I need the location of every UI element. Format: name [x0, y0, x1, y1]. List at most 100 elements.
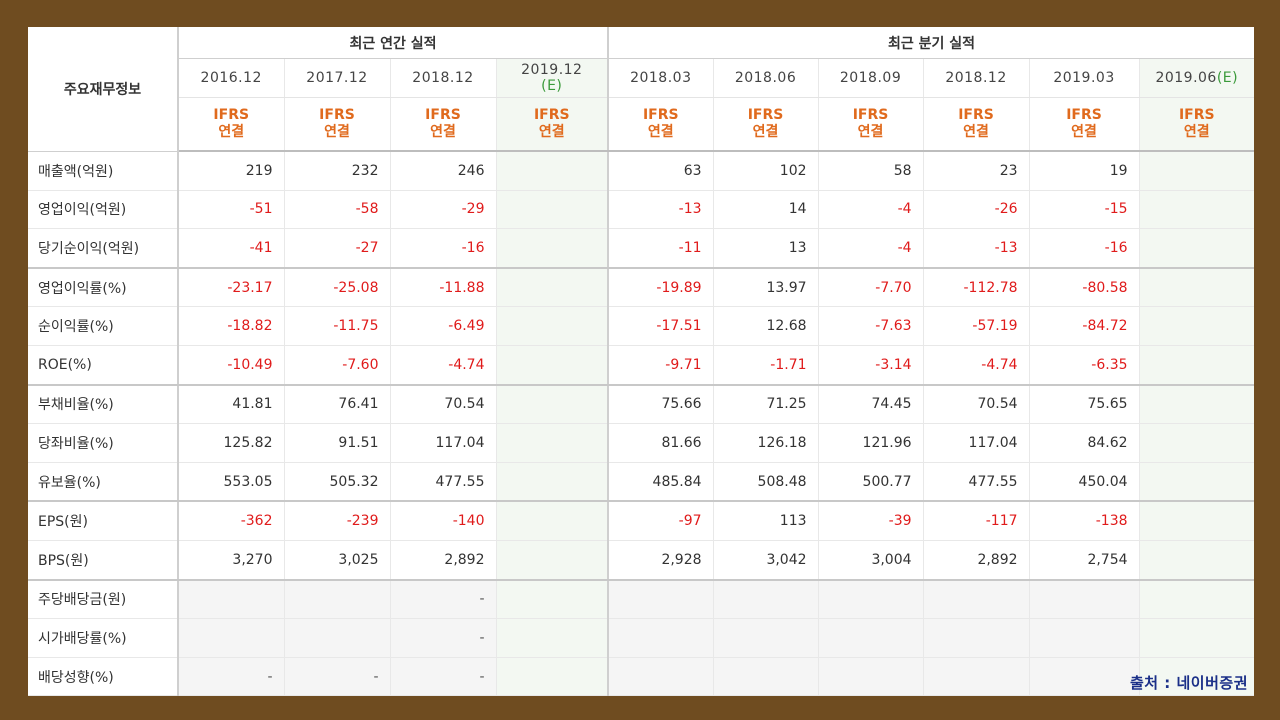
table-cell: 121.96	[818, 423, 924, 463]
financial-summary-panel: 주요재무정보 최근 연간 실적 최근 분기 실적 2016.12 2017.12 2…	[28, 27, 1255, 697]
table-cell: 23	[923, 151, 1030, 191]
consolidated-label: 연결	[430, 124, 456, 140]
table-cell: -29	[390, 190, 497, 230]
period-date: 2016.12	[200, 70, 262, 86]
table-cell	[818, 657, 924, 697]
table-cell	[178, 579, 285, 620]
row-header-label: 주요재무정보	[28, 27, 179, 152]
table-cell: -7.60	[284, 345, 391, 386]
financial-table: 주요재무정보 최근 연간 실적 최근 분기 실적 2016.12 2017.12 2…	[28, 27, 1255, 697]
table-cell: -3.14	[818, 345, 924, 386]
table-cell	[1029, 618, 1140, 658]
table-cell: 71.25	[713, 384, 819, 425]
table-row: 주당배당금(원) -	[28, 579, 1255, 620]
table-cell: 232	[284, 151, 391, 191]
table-cell: -	[390, 579, 497, 620]
period-header: 2019.06(E)	[1139, 58, 1255, 98]
table-cell: 70.54	[390, 384, 497, 425]
table-cell	[1139, 618, 1255, 658]
table-cell: 84.62	[1029, 423, 1140, 463]
table-cell: -10.49	[178, 345, 285, 386]
consolidated-label: 연결	[538, 124, 565, 140]
table-row: 유보율(%) 553.05 505.32 477.55 485.84 508.48 500.…	[28, 462, 1255, 503]
period-date: 2018.03	[630, 70, 692, 86]
table-cell: -362	[178, 501, 285, 541]
row-label: 배당성향(%)	[28, 657, 179, 697]
table-cell	[496, 462, 610, 503]
table-cell: 76.41	[284, 384, 391, 425]
table-cell: -19.89	[608, 267, 714, 308]
table-cell: -27	[284, 228, 391, 269]
period-header: 2018.12	[390, 58, 497, 98]
table-cell	[496, 540, 610, 581]
row-label: 순이익률(%)	[28, 306, 179, 346]
ifrs-badge: IFRS 연결	[178, 97, 285, 152]
table-cell: -4	[818, 190, 924, 230]
estimate-mark: (E)	[1216, 70, 1239, 86]
table-cell: -15	[1029, 190, 1140, 230]
ifrs-badge: IFRS 연결	[390, 97, 497, 152]
row-label: BPS(원)	[28, 540, 179, 581]
table-row: 부채비율(%) 41.81 76.41 70.54 75.66 71.25 74.45 70.…	[28, 384, 1255, 425]
table-cell	[1139, 267, 1255, 308]
table-cell: -6.35	[1029, 345, 1140, 386]
ifrs-badge: IFRS 연결	[1139, 97, 1255, 152]
table-cell: -57.19	[923, 306, 1030, 346]
table-cell	[713, 618, 819, 658]
row-label: 유보율(%)	[28, 462, 179, 503]
ifrs-label: IFRS	[958, 107, 994, 123]
table-cell: 508.48	[713, 462, 819, 503]
table-cell: -17.51	[608, 306, 714, 346]
table-cell	[608, 618, 714, 658]
table-cell: -25.08	[284, 267, 391, 308]
table-cell: -11.75	[284, 306, 391, 346]
table-cell: 3,025	[284, 540, 391, 581]
table-cell: 13	[713, 228, 819, 269]
table-cell	[608, 657, 714, 697]
table-cell: 505.32	[284, 462, 391, 503]
table-cell: -51	[178, 190, 285, 230]
table-cell: -239	[284, 501, 391, 541]
table-cell: -7.70	[818, 267, 924, 308]
period-date: 2019.06	[1155, 70, 1217, 86]
row-label: 부채비율(%)	[28, 384, 179, 425]
table-cell: -	[178, 657, 285, 697]
ifrs-label: IFRS	[1178, 107, 1215, 123]
ifrs-label: IFRS	[319, 107, 355, 123]
table-row: 영업이익률(%) -23.17 -25.08 -11.88 -19.89 13.97 -7.…	[28, 267, 1255, 308]
consolidated-label: 연결	[647, 124, 674, 140]
table-cell: 12.68	[713, 306, 819, 346]
table-cell: 14	[713, 190, 819, 230]
table-cell	[496, 618, 610, 658]
table-cell	[608, 579, 714, 620]
ifrs-label: IFRS	[1066, 107, 1102, 123]
table-cell: 13.97	[713, 267, 819, 308]
table-cell: -140	[390, 501, 497, 541]
table-cell	[284, 579, 391, 620]
table-cell: 113	[713, 501, 819, 541]
table-cell: -4	[818, 228, 924, 269]
table-cell: 41.81	[178, 384, 285, 425]
table-cell	[1139, 423, 1255, 463]
table-cell	[496, 384, 610, 425]
table-cell	[1139, 190, 1255, 230]
table-cell	[713, 579, 819, 620]
table-cell	[1139, 657, 1255, 697]
table-cell	[496, 423, 610, 463]
table-cell	[1029, 657, 1140, 697]
ifrs-badge: IFRS 연결	[713, 97, 819, 152]
ifrs-badge: IFRS 연결	[284, 97, 391, 152]
row-label: 매출액(억원)	[28, 151, 179, 191]
table-cell: -16	[1029, 228, 1140, 269]
table-cell: -9.71	[608, 345, 714, 386]
period-header: 2019.03	[1029, 58, 1140, 98]
row-label: EPS(원)	[28, 501, 179, 541]
table-row: 당좌비율(%) 125.82 91.51 117.04 81.66 126.18 121.9…	[28, 423, 1255, 463]
table-cell	[496, 151, 610, 191]
table-cell: 91.51	[284, 423, 391, 463]
quarter-group-header: 최근 분기 실적	[608, 27, 1255, 59]
table-cell: 102	[713, 151, 819, 191]
table-cell	[923, 579, 1030, 620]
ifrs-label: IFRS	[533, 107, 570, 123]
row-label: 당기순이익(억원)	[28, 228, 179, 269]
